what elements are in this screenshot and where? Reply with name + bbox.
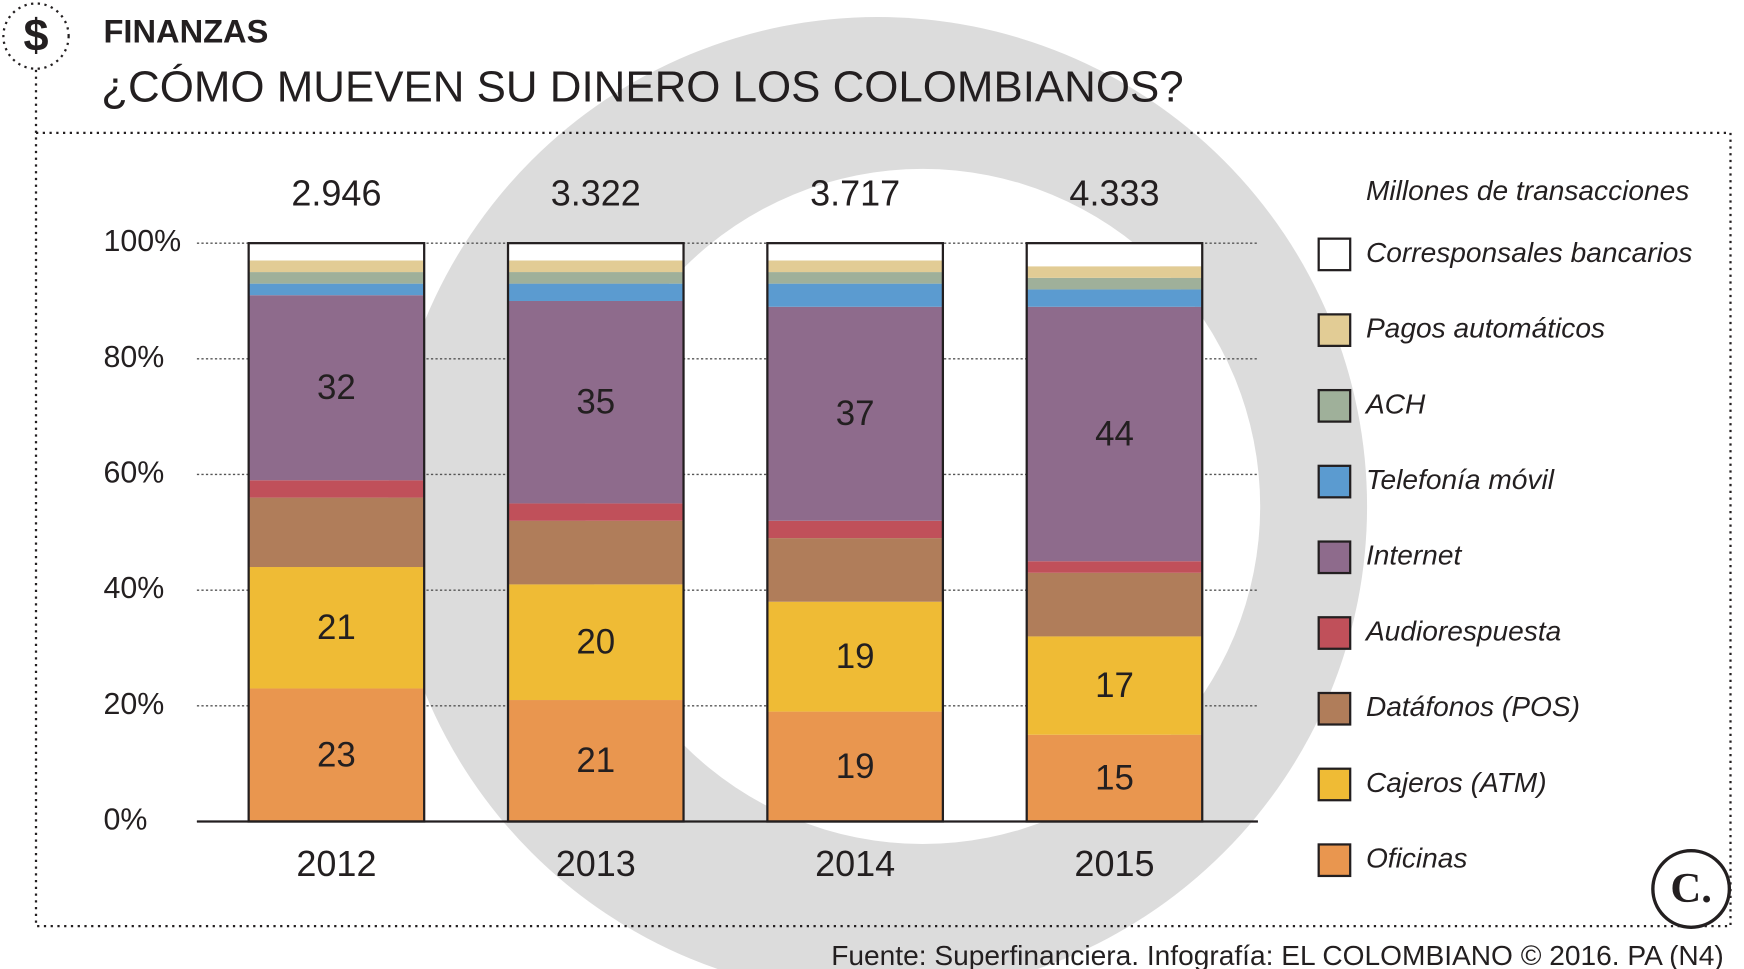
- bar-segment: [1026, 572, 1203, 637]
- bar-segment: [1026, 561, 1203, 573]
- y-tick-label: 20%: [104, 688, 165, 721]
- y-tick-label: 100%: [104, 225, 182, 258]
- bar-segment: [1026, 306, 1203, 562]
- bar-segment: [248, 283, 425, 296]
- bar-segment: [767, 243, 943, 261]
- y-tick-label: 0%: [104, 804, 148, 837]
- legend-label: Audiorespuesta: [1364, 615, 1561, 646]
- x-tick-label: 2013: [556, 843, 636, 884]
- legend-swatch: [1317, 691, 1352, 726]
- bar-segment: [1026, 243, 1203, 267]
- bar-segment: [508, 243, 684, 261]
- bar-segment: [767, 711, 943, 822]
- bar-segment: [508, 272, 684, 284]
- bar-segment: [248, 243, 425, 261]
- bar-segment: [1026, 734, 1203, 822]
- data-label: 19: [836, 747, 875, 786]
- icon-ring: [2, 2, 70, 70]
- legend-label: ACH: [1364, 388, 1426, 419]
- data-label: 37: [836, 394, 875, 433]
- bar-segment: [767, 260, 943, 273]
- y-tick-label: 40%: [104, 572, 165, 605]
- legend-swatch: [1317, 313, 1352, 348]
- data-label: 44: [1095, 414, 1134, 453]
- bar-segment: [248, 497, 425, 568]
- source: Fuente: Superfinanciera. Infografía: EL …: [831, 940, 1724, 969]
- total-label: 3.322: [551, 172, 641, 213]
- bar-segment: [508, 700, 684, 822]
- total-label: 2.946: [291, 172, 381, 213]
- bar-segment: [767, 538, 943, 602]
- bar-segment: [767, 272, 943, 284]
- legend-label: Corresponsales bancarios: [1366, 237, 1693, 268]
- chart-title: ¿CÓMO MUEVEN SU DINERO LOS COLOMBIANOS?: [101, 63, 1183, 112]
- bar-segment: [248, 480, 425, 498]
- legend-swatch: [1317, 388, 1352, 423]
- bar-segment: [248, 272, 425, 284]
- bar-segment: [248, 688, 425, 822]
- legend-label: Cajeros (ATM): [1366, 767, 1547, 798]
- section: FINANZAS: [104, 12, 269, 49]
- bar-segment: [1026, 289, 1203, 307]
- data-label: 15: [1095, 759, 1134, 798]
- bar-segment: [508, 503, 684, 521]
- legend-label: Internet: [1366, 540, 1463, 571]
- icon: $: [23, 9, 48, 60]
- logo: C.: [1670, 865, 1712, 912]
- x-tick-label: 2015: [1074, 843, 1154, 884]
- bar-segment: [1026, 636, 1203, 735]
- legend-title: Millones de transacciones: [1366, 175, 1689, 206]
- x-tick-label: 2012: [296, 843, 376, 884]
- legend-label: Pagos automáticos: [1366, 313, 1605, 344]
- data-label: 21: [317, 608, 356, 647]
- legend-swatch: [1317, 767, 1352, 802]
- data-label: 21: [576, 741, 615, 780]
- data-label: 19: [836, 637, 875, 676]
- legend-swatch: [1317, 540, 1352, 575]
- bar-segment: [508, 584, 684, 701]
- bar-segment: [767, 520, 943, 539]
- data-label: 23: [317, 735, 356, 774]
- data-label: 17: [1095, 666, 1134, 705]
- legend-label: Oficinas: [1366, 843, 1468, 874]
- legend-label: Datáfonos (POS): [1366, 691, 1580, 722]
- legend-swatch: [1317, 843, 1352, 878]
- legend-label: Telefonía móvil: [1366, 464, 1555, 495]
- data-label: 35: [576, 383, 615, 422]
- bar-segment: [767, 601, 943, 712]
- legend-swatch: [1317, 237, 1352, 272]
- bar-segment: [248, 295, 425, 481]
- logo-ring: [1651, 849, 1732, 929]
- bar-segment: [508, 520, 684, 585]
- y-tick-label: 80%: [104, 341, 165, 374]
- bar-segment: [508, 283, 684, 301]
- bar-segment: [767, 283, 943, 307]
- y-tick-label: 60%: [104, 457, 165, 490]
- total-label: 4.333: [1069, 172, 1159, 213]
- frame: [34, 131, 1732, 928]
- bar-segment: [1026, 277, 1203, 290]
- legend-swatch: [1317, 464, 1352, 499]
- bar-segment: [767, 306, 943, 521]
- bar-segment: [508, 300, 684, 504]
- legend-swatch: [1317, 616, 1352, 650]
- bar-segment: [508, 260, 684, 273]
- total-label: 3.717: [810, 172, 900, 213]
- x-tick-label: 2014: [815, 843, 895, 884]
- bar-segment: [248, 260, 425, 273]
- bar-segment: [1026, 266, 1203, 278]
- data-label: 32: [317, 368, 356, 407]
- data-label: 20: [576, 623, 615, 662]
- bar-segment: [248, 567, 425, 689]
